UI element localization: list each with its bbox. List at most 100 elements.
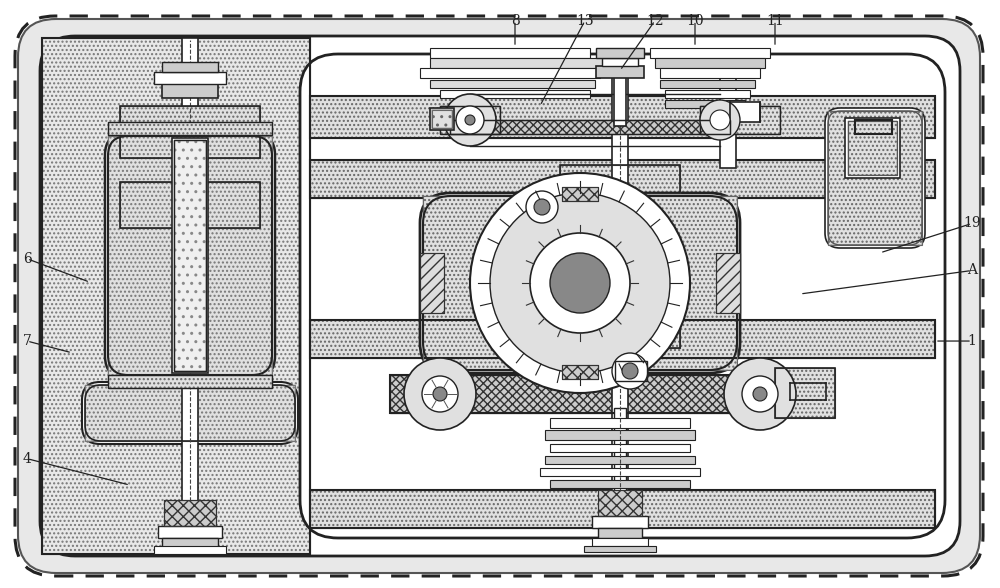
Bar: [164, 500, 216, 526]
Bar: [108, 375, 272, 388]
Text: 10: 10: [686, 14, 704, 28]
Bar: [440, 90, 590, 98]
Text: 19: 19: [963, 216, 981, 230]
Bar: [310, 160, 935, 198]
Bar: [432, 110, 452, 128]
Bar: [700, 106, 780, 134]
Bar: [108, 375, 272, 388]
Bar: [560, 165, 680, 193]
Circle shape: [742, 376, 778, 412]
Bar: [182, 38, 198, 554]
FancyBboxPatch shape: [40, 36, 960, 556]
Bar: [596, 66, 644, 78]
Bar: [828, 111, 922, 245]
Circle shape: [433, 387, 447, 401]
Bar: [154, 546, 226, 554]
Bar: [845, 118, 900, 178]
Bar: [42, 38, 310, 554]
Text: 13: 13: [576, 14, 594, 28]
FancyBboxPatch shape: [825, 108, 925, 248]
Bar: [598, 490, 642, 516]
Bar: [108, 122, 272, 135]
Bar: [655, 58, 765, 68]
Bar: [716, 253, 740, 313]
Bar: [614, 408, 626, 528]
Bar: [390, 375, 820, 413]
Circle shape: [465, 115, 475, 125]
FancyBboxPatch shape: [18, 19, 980, 573]
Bar: [450, 120, 730, 134]
Bar: [562, 365, 598, 379]
Bar: [420, 68, 600, 78]
Bar: [540, 468, 700, 476]
Bar: [592, 516, 648, 528]
Bar: [650, 48, 770, 58]
Bar: [584, 546, 656, 552]
Bar: [310, 320, 935, 358]
Bar: [108, 122, 272, 135]
Bar: [310, 96, 935, 138]
Bar: [700, 106, 780, 134]
Bar: [164, 500, 216, 526]
Bar: [550, 480, 690, 488]
Bar: [660, 80, 755, 88]
Bar: [560, 165, 680, 193]
Bar: [775, 368, 835, 418]
Bar: [390, 375, 820, 413]
Bar: [108, 136, 272, 375]
Bar: [450, 120, 730, 134]
Bar: [120, 182, 260, 228]
Bar: [162, 538, 218, 548]
Bar: [174, 140, 206, 371]
Text: 7: 7: [23, 334, 31, 348]
Bar: [592, 538, 648, 546]
Circle shape: [700, 100, 740, 140]
Bar: [310, 320, 935, 358]
Bar: [310, 490, 935, 528]
Bar: [730, 102, 760, 122]
Bar: [665, 90, 750, 98]
Bar: [440, 106, 500, 134]
Circle shape: [526, 191, 558, 223]
Bar: [720, 63, 736, 168]
Bar: [560, 165, 680, 193]
Bar: [775, 368, 835, 418]
Bar: [560, 320, 680, 348]
Text: 12: 12: [646, 14, 664, 28]
Text: 1: 1: [968, 334, 976, 348]
Text: 4: 4: [23, 452, 31, 466]
Circle shape: [622, 363, 638, 379]
Bar: [162, 84, 218, 98]
Bar: [174, 140, 206, 371]
Bar: [432, 110, 452, 128]
Bar: [420, 253, 444, 313]
Bar: [158, 526, 222, 538]
Bar: [430, 58, 605, 68]
Bar: [423, 196, 737, 370]
Bar: [550, 418, 690, 428]
Bar: [120, 106, 260, 158]
Bar: [665, 100, 745, 108]
Ellipse shape: [470, 173, 690, 393]
Bar: [560, 320, 680, 348]
Bar: [108, 122, 272, 135]
Bar: [562, 187, 598, 201]
Circle shape: [444, 94, 496, 146]
FancyBboxPatch shape: [420, 193, 740, 373]
Circle shape: [753, 387, 767, 401]
Bar: [450, 120, 730, 134]
Bar: [440, 106, 500, 134]
Circle shape: [724, 358, 796, 430]
Bar: [310, 160, 935, 198]
Bar: [310, 490, 935, 528]
FancyBboxPatch shape: [82, 382, 298, 444]
Bar: [614, 58, 626, 126]
Bar: [545, 456, 695, 464]
Circle shape: [710, 110, 730, 130]
Bar: [848, 121, 897, 175]
Circle shape: [550, 253, 610, 313]
Bar: [174, 140, 206, 371]
Bar: [545, 430, 695, 440]
Bar: [700, 106, 780, 134]
Bar: [120, 182, 260, 228]
